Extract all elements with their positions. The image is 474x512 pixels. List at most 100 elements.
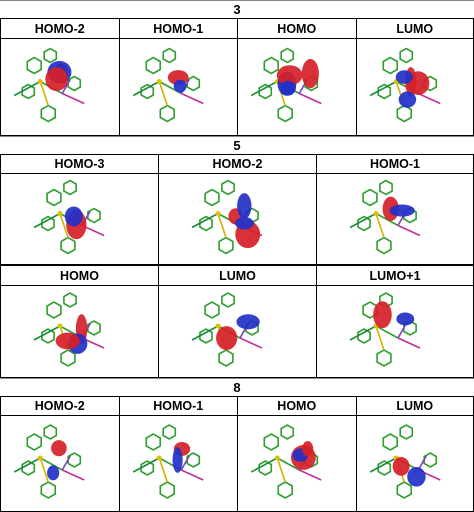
molecule-bond	[397, 337, 421, 349]
molecule-bond	[191, 325, 219, 341]
orbital-lobe	[302, 441, 314, 457]
molecule-bond	[26, 433, 43, 451]
orbital-label: HOMO	[0, 265, 159, 286]
molecule-bond	[37, 79, 43, 84]
orbital-image	[191, 292, 263, 367]
molecule-bond	[215, 323, 221, 329]
molecule-bond	[60, 349, 76, 367]
orbital-lobe	[45, 67, 68, 92]
molecule-bond	[61, 469, 85, 481]
molecule-bond	[422, 452, 437, 468]
orbital-lobe	[406, 467, 426, 487]
orbital-image	[33, 292, 105, 367]
orbital-lobe	[373, 301, 392, 329]
orbital-image	[191, 179, 263, 255]
molecule-bond	[280, 47, 295, 64]
molecule-bond	[199, 328, 213, 344]
molecule-bond	[369, 80, 397, 97]
orbital-cell	[355, 39, 474, 136]
orbital-label: LUMO	[158, 265, 317, 286]
molecule-bond	[221, 292, 235, 308]
molecule-bond	[398, 424, 413, 440]
molecule-bond	[369, 457, 397, 473]
molecule-bond	[180, 92, 204, 105]
orbital-lobe	[395, 70, 413, 84]
molecule-bond	[276, 457, 287, 483]
molecule-bond	[349, 325, 377, 341]
molecule-bond	[250, 457, 278, 473]
orbital-lobe	[47, 465, 60, 481]
molecule-bond	[13, 457, 41, 473]
orbital-label: HOMO-1	[316, 154, 474, 174]
molecule-bond	[41, 215, 55, 232]
orbital-lobe	[237, 193, 252, 219]
orbital-cell	[0, 174, 159, 265]
orbital-lobe	[398, 91, 416, 108]
molecule-bond	[157, 457, 168, 483]
molecule-bond	[357, 328, 371, 344]
orbital-cell	[237, 39, 357, 136]
molecule-bond	[258, 83, 273, 100]
molecule-bond	[59, 213, 69, 238]
molecule-bond	[274, 455, 280, 461]
orbital-cell	[118, 416, 238, 512]
molecule-bond	[376, 83, 391, 100]
molecule-bond	[144, 56, 161, 75]
molecule-bond	[376, 236, 392, 255]
molecule-bond	[87, 207, 101, 224]
orbital-cell	[316, 174, 474, 265]
orbital-label: HOMO-2	[0, 18, 120, 39]
molecule-bond	[39, 457, 50, 483]
molecule-bond	[397, 323, 407, 339]
molecule-bond	[33, 212, 61, 229]
orbital-label: HOMO	[237, 396, 357, 416]
molecule-bond	[218, 236, 234, 255]
molecule-bond	[381, 56, 398, 75]
molecule-bond	[375, 213, 385, 238]
section-title: 3	[0, 0, 474, 18]
molecule-bond	[357, 215, 371, 232]
orbital-lobe	[389, 204, 415, 217]
molecule-bond	[349, 212, 377, 229]
molecule-bond	[250, 80, 278, 97]
molecule-bond	[67, 452, 82, 468]
molecule-bond	[191, 212, 219, 229]
molecule-bond	[57, 323, 63, 329]
molecule-bond	[375, 325, 399, 339]
molecule-bond	[180, 469, 204, 481]
molecule-bond	[40, 104, 57, 123]
section-title: 5	[0, 136, 474, 154]
orbital-lobe	[392, 457, 410, 476]
molecule-bond	[144, 433, 161, 451]
molecule-bond	[199, 215, 213, 232]
molecule-bond	[298, 469, 322, 481]
orbital-label: HOMO-1	[118, 18, 238, 39]
molecule-bond	[381, 433, 398, 451]
molecule-bond	[217, 213, 227, 238]
molecule-bond	[43, 424, 58, 440]
molecule-bond	[258, 460, 273, 476]
orbital-label: HOMO	[237, 18, 357, 39]
orbital-label: HOMO-2	[0, 396, 120, 416]
molecule-bond	[362, 188, 378, 207]
molecule-bond	[61, 92, 85, 105]
orbital-image	[250, 47, 322, 123]
orbital-cell	[118, 39, 238, 136]
molecule-bond	[60, 236, 76, 255]
molecule-bond	[61, 455, 71, 471]
orbital-cell	[316, 286, 474, 378]
molecule-bond	[132, 457, 160, 473]
orbital-cell	[0, 286, 159, 378]
molecule-bond	[43, 47, 58, 64]
molecule-bond	[63, 179, 77, 196]
orbital-cell	[158, 286, 317, 378]
molecule-bond	[221, 179, 235, 196]
orbital-cell	[158, 174, 317, 265]
orbital-lobe	[172, 447, 183, 473]
molecule-bond	[277, 481, 294, 499]
orbital-lobe	[236, 314, 260, 330]
orbital-lobe	[64, 206, 83, 227]
molecule-bond	[21, 83, 36, 100]
orbital-image	[132, 47, 204, 123]
molecule-bond	[395, 481, 412, 499]
